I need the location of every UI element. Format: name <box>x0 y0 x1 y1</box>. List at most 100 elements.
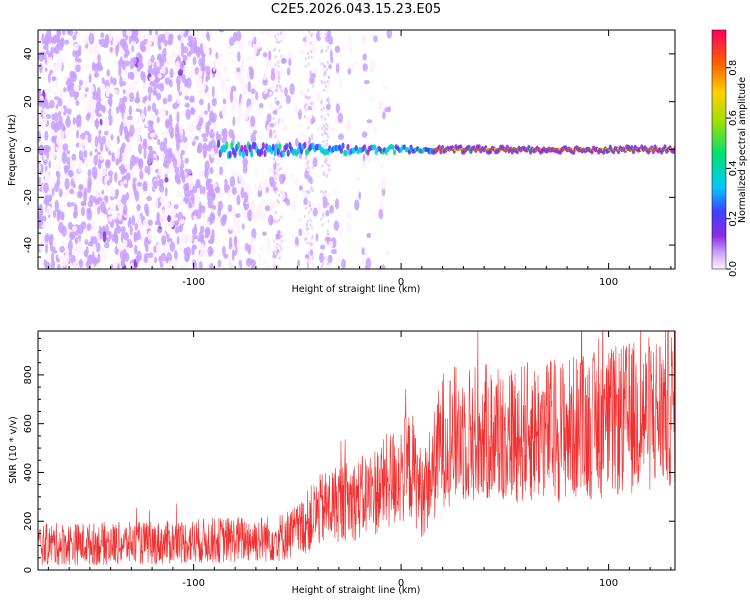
spectrogram-cell <box>55 104 59 110</box>
spectrogram-cell <box>44 33 50 46</box>
spectrogram-cell <box>42 106 47 118</box>
spectrogram-cell <box>139 169 144 180</box>
spectrogram-cell <box>135 107 141 113</box>
spectrogram-cell <box>307 160 310 164</box>
spectrogram-cell <box>322 172 325 176</box>
spectrogram-cell <box>625 148 627 151</box>
spectrogram-cell <box>216 139 221 148</box>
spectrogram-cell <box>120 121 124 131</box>
spectrogram-cell <box>161 235 167 246</box>
spectrogram-cell <box>280 166 283 170</box>
spectrogram-cell <box>254 168 258 178</box>
spectrogram-cell <box>157 138 161 146</box>
spectrogram-cell <box>250 206 255 211</box>
spectrogram-cell <box>97 171 102 184</box>
spectrogram-cell <box>198 261 203 269</box>
spectrogram-cell <box>240 62 245 75</box>
spectrogram-cell <box>278 80 281 84</box>
spectrogram-cell <box>311 75 314 79</box>
spectrogram-cell <box>52 62 58 73</box>
spectrogram-cell <box>160 113 164 124</box>
spectrogram-cell <box>210 247 214 256</box>
x-tick-label: -100 <box>182 277 205 288</box>
spectrogram-cell <box>55 38 62 43</box>
spectrogram-cell <box>233 235 238 248</box>
spectrogram-cell <box>640 148 642 151</box>
spectrogram-cell <box>277 229 280 233</box>
spectrogram-cell <box>225 141 229 150</box>
spectrogram-cell <box>104 241 110 249</box>
spectrogram-cell <box>322 140 325 144</box>
spectrogram-cell <box>273 149 277 157</box>
spectrogram-cell <box>304 94 307 98</box>
spectrogram-cell <box>325 209 330 217</box>
spectrogram-cell <box>123 69 129 75</box>
spectrogram-cell <box>182 110 186 116</box>
spectrogram-cell <box>277 70 280 74</box>
spectrogram-cell <box>66 115 70 122</box>
spectrogram-cell <box>268 128 273 139</box>
spectrogram-cell <box>80 206 86 217</box>
spectrogram-cell <box>119 56 123 63</box>
spectrogram-cell <box>90 220 96 232</box>
spectrogram-cell <box>217 259 222 268</box>
spectrogram-cell <box>123 232 129 241</box>
spectrogram-cell <box>101 77 105 85</box>
spectrogram-cell <box>276 148 280 156</box>
spectrogram-cell <box>205 226 211 238</box>
spectrogram-cell <box>306 199 309 203</box>
spectrogram-cell <box>147 86 153 94</box>
spectrogram-cell <box>250 115 256 128</box>
spectrogram-cell <box>274 174 277 178</box>
spectrogram-cell <box>320 244 326 250</box>
spectrogram-cell <box>272 239 275 243</box>
spectrogram-cell <box>303 141 307 149</box>
spectrogram-cell <box>213 144 219 155</box>
spectrogram-cell <box>76 32 81 39</box>
spectrogram-cell <box>320 127 323 131</box>
spectrogram-cell <box>79 184 83 190</box>
spectrogram-cell <box>121 256 126 267</box>
spectrogram-cell <box>127 243 134 249</box>
spectrogram-cell <box>294 177 299 187</box>
spectrogram-cell <box>222 160 226 172</box>
spectrogram-cell <box>328 168 331 172</box>
spectrogram-cell <box>260 147 264 156</box>
spectrogram-cell <box>192 215 198 221</box>
spectrogram-cell <box>51 140 56 153</box>
spectrogram-cell <box>275 37 278 41</box>
spectrogram-cell <box>528 148 531 151</box>
spectrogram-cell <box>196 123 202 131</box>
spectrogram-cell <box>286 67 291 76</box>
spectrogram-cell <box>166 233 170 243</box>
spectrogram-cell <box>155 67 160 74</box>
spectrogram-cell <box>328 240 334 248</box>
spectrogram-cell <box>324 85 327 89</box>
spectrogram-cell <box>95 117 100 130</box>
spectrogram-cell <box>250 132 257 144</box>
spectrogram-cell <box>128 141 132 154</box>
spectrogram-cell <box>288 57 292 67</box>
spectrogram-cell <box>92 98 97 110</box>
spectrogram-cell <box>90 263 95 269</box>
spectrogram-cell <box>277 162 280 166</box>
spectrogram-cell <box>99 154 104 161</box>
spectrogram-cell <box>362 53 368 61</box>
spectrogram-cell <box>49 151 56 160</box>
spectrogram-cell <box>320 62 323 66</box>
spectrogram-cell <box>327 101 330 105</box>
spectrogram-cell <box>278 143 282 151</box>
spectrogram-cell <box>258 107 263 114</box>
spectrogram-cell <box>202 214 207 220</box>
spectrogram-cell <box>280 234 283 238</box>
spectrogram-cell <box>194 193 201 202</box>
spectrogram-cell <box>326 127 329 131</box>
spectrogram-cell <box>335 257 341 264</box>
spectrogram-cell <box>262 70 267 81</box>
spectrogram-cell <box>212 122 218 134</box>
spectrogram-cell <box>331 248 337 255</box>
spectrogram-cell <box>264 182 270 188</box>
spectrogram-cell <box>257 180 264 192</box>
spectrogram-cell <box>199 205 206 214</box>
spectrogram-cell <box>211 86 215 98</box>
